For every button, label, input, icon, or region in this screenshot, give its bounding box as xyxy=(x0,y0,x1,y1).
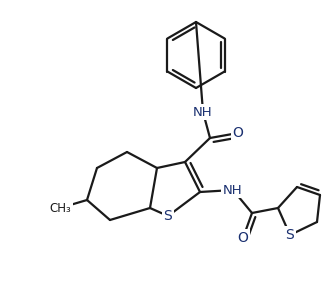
Text: CH₃: CH₃ xyxy=(49,201,71,214)
Text: S: S xyxy=(286,228,294,242)
Text: NH: NH xyxy=(193,106,213,119)
Text: S: S xyxy=(164,209,172,223)
Text: NH: NH xyxy=(223,183,243,196)
Text: O: O xyxy=(232,126,243,140)
Text: O: O xyxy=(237,231,248,245)
